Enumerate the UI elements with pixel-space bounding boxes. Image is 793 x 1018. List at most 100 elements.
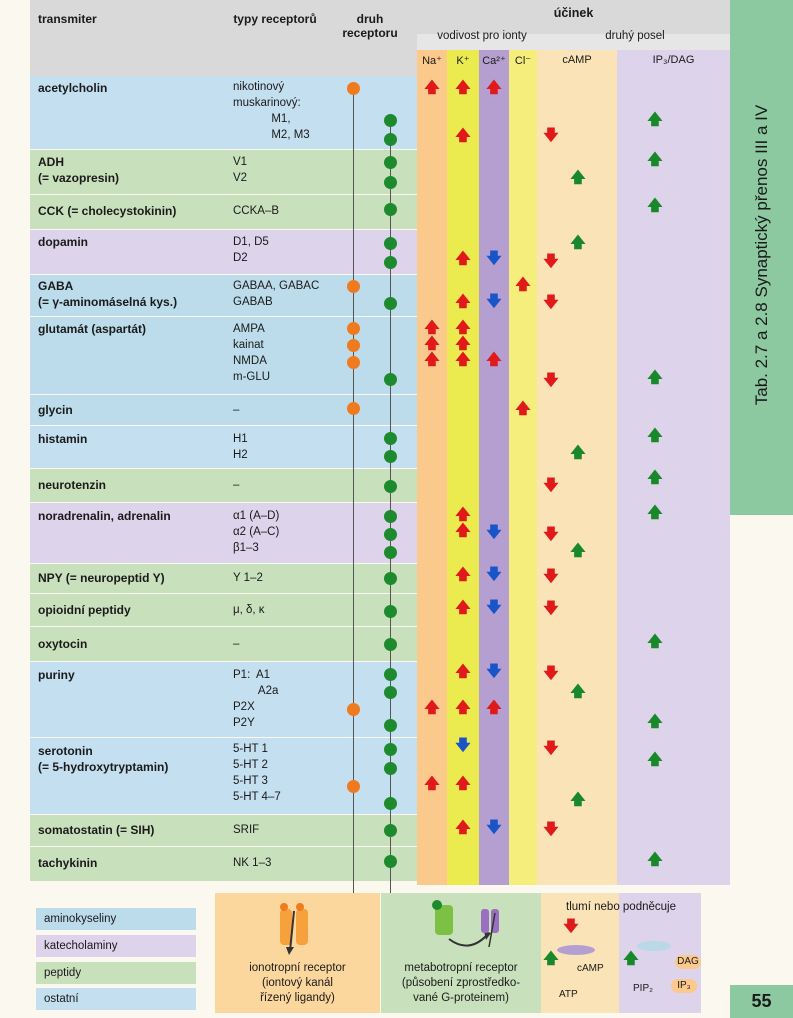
header-ion-conductance: vodivost pro ionty — [437, 30, 527, 42]
receptor-list: V1 V2 — [233, 156, 248, 184]
row-neurotenzin: neurotenzin – — [30, 469, 417, 502]
stimulate-arrow-icon: 🡅 — [570, 169, 586, 186]
header-receptor-kind: druh receptoru — [342, 12, 398, 40]
phospholipase-icon — [637, 941, 671, 951]
down-arrow-icon: 🡇 — [455, 737, 471, 754]
legend-ostatni: ostatní — [36, 988, 196, 1010]
legend-peptidy: peptidy — [36, 962, 196, 984]
header-effect-band — [417, 0, 730, 34]
metabotropic-dot — [384, 855, 397, 868]
receptor-list: – — [233, 638, 240, 650]
transmitter-name: opioidní peptidy — [38, 603, 131, 617]
up-arrow-icon: 🡅 — [455, 599, 471, 616]
row-npy: NPY (= neuropeptid Y) Y 1–2 — [30, 564, 417, 593]
header-transmitter: transmiter — [38, 12, 97, 26]
receptor-list: NK 1–3 — [233, 857, 272, 869]
metabotropic-dot — [384, 114, 397, 127]
row-adh: ADH (= vazopresin) V1 V2 — [30, 150, 417, 194]
header-ca: Ca²⁺ — [482, 55, 506, 67]
transmitter-name: acetylcholin — [38, 81, 108, 95]
header-receptor-types: typy receptorů — [233, 12, 317, 26]
receptor-list: P1: A1 A2a P2X P2Y — [233, 669, 279, 729]
up-arrow-icon: 🡅 — [455, 775, 471, 792]
receptor-list: Y 1–2 — [233, 572, 263, 584]
inhibit-arrow-icon: 🡇 — [543, 600, 559, 617]
receptor-list: – — [233, 404, 240, 416]
adenylate-cyclase-icon — [557, 945, 595, 955]
row-cck: CCK (= cholecystokinin) CCKA–B — [30, 195, 417, 229]
pip2-legend-label: PIP₂ — [633, 983, 653, 994]
metabotropic-dot — [384, 686, 397, 699]
metabotropic-dot — [384, 638, 397, 651]
atp-legend-label: ATP — [559, 989, 578, 1000]
metabotropic-dot — [384, 176, 397, 189]
side-title-bar — [730, 0, 793, 515]
stimulate-arrow-icon: 🡅 — [623, 950, 639, 967]
row-serotonin: serotonin (= 5-hydroxytryptamin) 5-HT 1 … — [30, 738, 417, 814]
up-arrow-icon: 🡅 — [515, 276, 531, 293]
stimulate-arrow-icon: 🡅 — [647, 713, 663, 730]
inhibit-arrow-icon: 🡇 — [543, 253, 559, 270]
down-arrow-icon: 🡇 — [486, 599, 502, 616]
inhibit-arrow-icon: 🡇 — [543, 740, 559, 757]
receptor-list: AMPA kainat NMDA m-GLU — [233, 323, 271, 383]
metabotropic-dot — [384, 668, 397, 681]
row-acetylcholin: acetylcholin nikotinový muskarinový: M1,… — [30, 76, 417, 149]
ionotropic-line — [353, 88, 354, 933]
ip3-legend-label: IP₃ — [671, 979, 697, 993]
metabotropic-dot — [384, 528, 397, 541]
metabotropic-dot — [384, 797, 397, 810]
stimulate-arrow-icon: 🡅 — [647, 427, 663, 444]
transmitter-name: somatostatin (= SIH) — [38, 823, 155, 837]
metabotropic-dot — [384, 373, 397, 386]
ionotropic-dot — [347, 402, 360, 415]
camp-legend-label: cAMP — [577, 963, 604, 974]
metabotropic-dot — [384, 743, 397, 756]
row-oxytocin: oxytocin – — [30, 627, 417, 661]
up-arrow-icon: 🡅 — [424, 699, 440, 716]
metabotropic-dot — [384, 546, 397, 559]
down-arrow-icon: 🡇 — [486, 566, 502, 583]
up-arrow-icon: 🡅 — [455, 351, 471, 368]
side-title-wrap: Tab. 2.7 a 2.8 Synaptický přenos III a I… — [745, 20, 779, 490]
row-histamin: histamin H1 H2 — [30, 426, 417, 468]
down-arrow-icon: 🡇 — [486, 663, 502, 680]
stimulate-arrow-icon: 🡅 — [647, 151, 663, 168]
up-arrow-icon: 🡅 — [486, 79, 502, 96]
down-arrow-icon: 🡇 — [486, 293, 502, 310]
inhibit-arrow-icon: 🡇 — [543, 294, 559, 311]
metabotropic-dot — [384, 480, 397, 493]
stimulate-arrow-icon: 🡅 — [570, 542, 586, 559]
ionotropic-dot — [347, 703, 360, 716]
receptor-list: α1 (A–D) α2 (A–C) β1–3 — [233, 510, 280, 554]
stimulate-arrow-icon: 🡅 — [647, 751, 663, 768]
up-arrow-icon: 🡅 — [486, 351, 502, 368]
up-arrow-icon: 🡅 — [455, 79, 471, 96]
inhibit-arrow-icon: 🡇 — [543, 665, 559, 682]
stimulate-arrow-icon: 🡅 — [647, 111, 663, 128]
row-dopamin: dopamin D1, D5 D2 — [30, 230, 417, 274]
inhibit-arrow-icon: 🡇 — [543, 526, 559, 543]
down-arrow-icon: 🡇 — [486, 819, 502, 836]
transmitter-name: oxytocin — [38, 637, 88, 651]
camp-column — [537, 50, 617, 885]
stimulate-arrow-icon: 🡅 — [647, 197, 663, 214]
up-arrow-icon: 🡅 — [424, 335, 440, 352]
inhibit-stimulate-label: tlumí nebo podněcuje — [566, 901, 676, 913]
row-puriny: puriny P1: A1 A2a P2X P2Y — [30, 662, 417, 737]
ca-column — [479, 50, 509, 885]
metabotropic-dot — [384, 133, 397, 146]
up-arrow-icon: 🡅 — [455, 293, 471, 310]
down-arrow-icon: 🡇 — [486, 250, 502, 267]
stimulate-arrow-icon: 🡅 — [570, 444, 586, 461]
stimulate-arrow-icon: 🡅 — [647, 369, 663, 386]
transmitter-name: CCK (= cholecystokinin) — [38, 204, 177, 218]
second-messenger-legend-panel: tlumí nebo podněcuje 🡇 🡅 cAMP ATP 🡅 DAG … — [541, 893, 701, 1013]
ionotropic-dot — [347, 780, 360, 793]
stimulate-arrow-icon: 🡅 — [570, 234, 586, 251]
inhibit-arrow-icon: 🡇 — [563, 918, 579, 935]
up-arrow-icon: 🡅 — [424, 79, 440, 96]
metabotropic-dot — [384, 156, 397, 169]
up-arrow-icon: 🡅 — [455, 250, 471, 267]
k-column — [447, 50, 479, 885]
